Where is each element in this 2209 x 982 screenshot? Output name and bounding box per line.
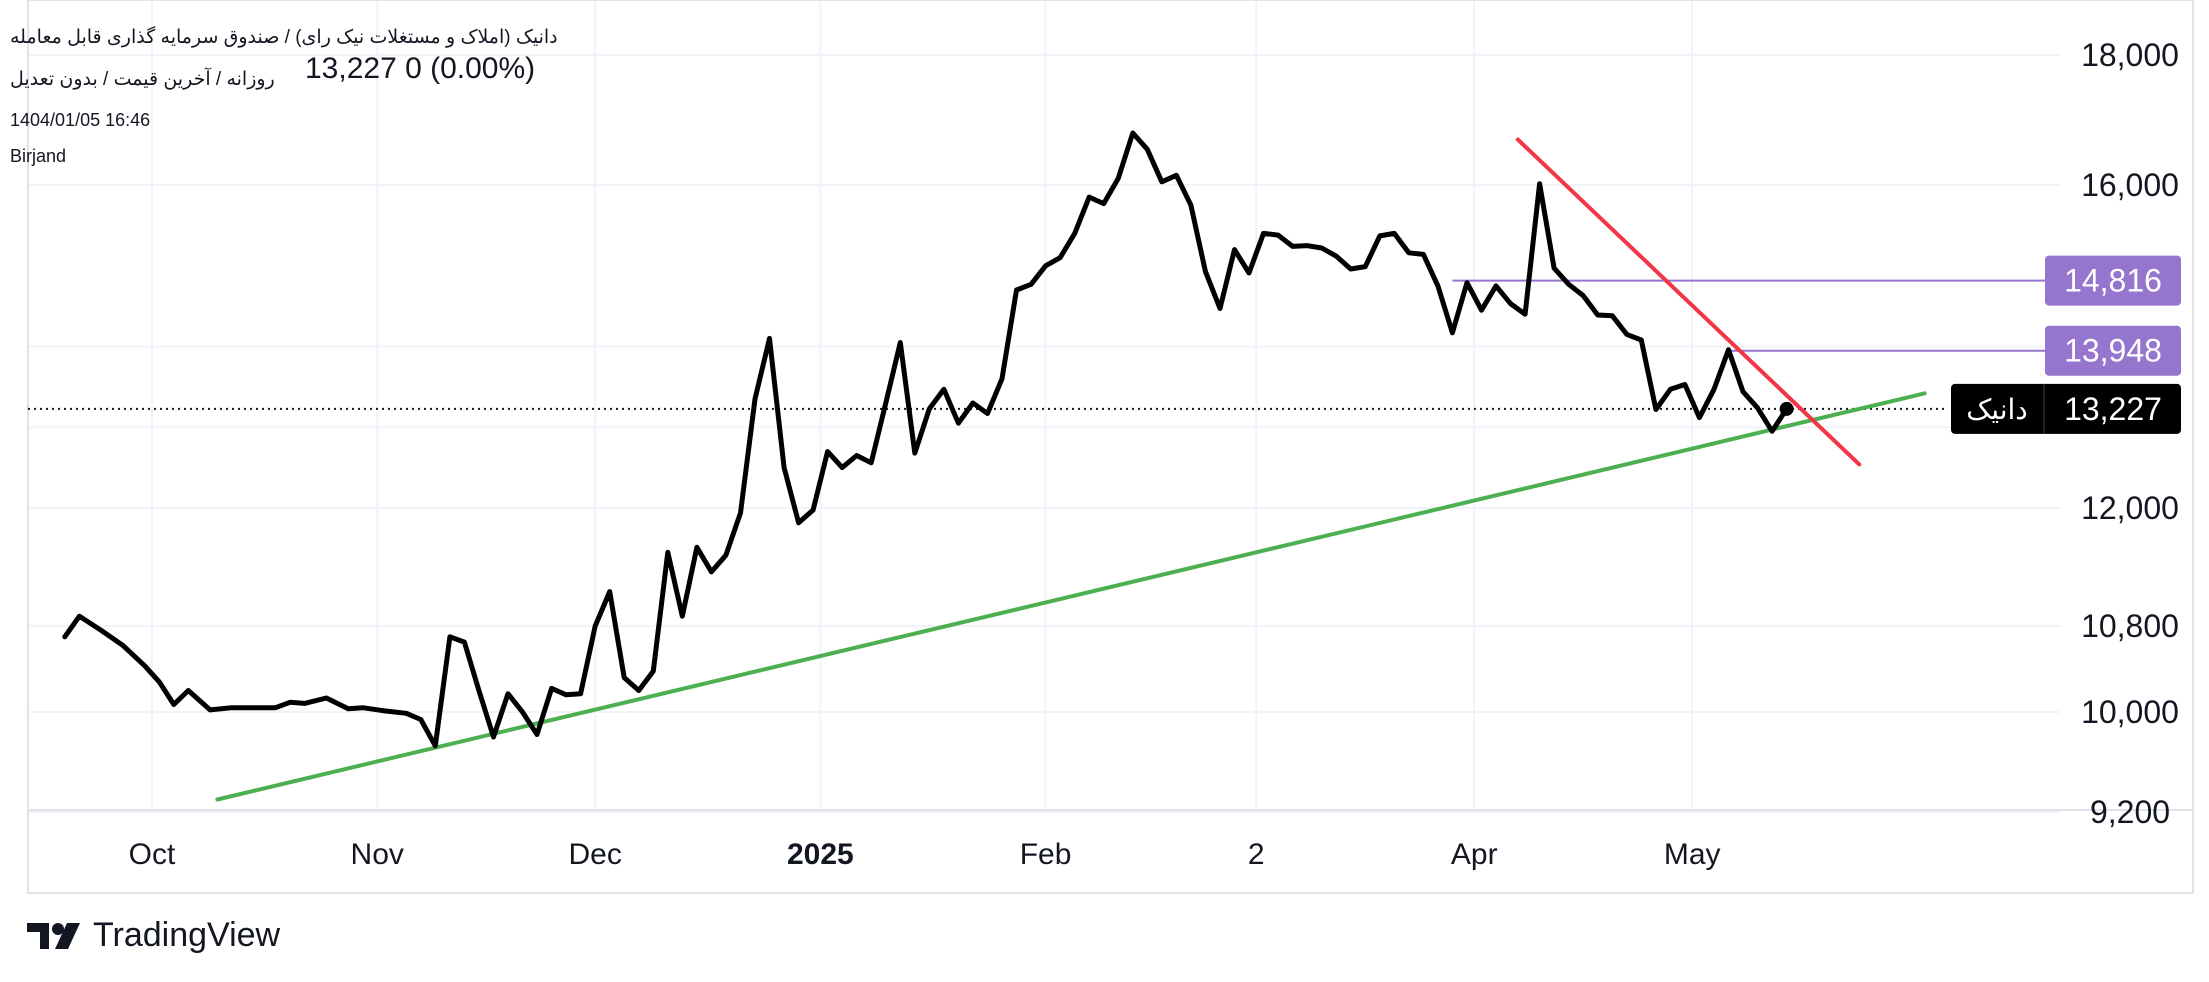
price-tick-label: 18,000: [2081, 37, 2179, 73]
price-level-label-bg: [2045, 325, 2181, 376]
chart-datetime: 1404/01/05 16:46: [10, 110, 151, 130]
price-series: [62, 130, 1794, 749]
time-tick-label: Nov: [351, 838, 404, 871]
time-tick-label: 2: [1248, 838, 1265, 871]
price-tick-label: 10,000: [2081, 694, 2179, 730]
support-trendline[interactable]: [215, 391, 1927, 802]
plot-frame: [27, 0, 2194, 894]
tradingview-brand[interactable]: TradingView: [27, 916, 280, 955]
price-tick-label: 16,000: [2081, 167, 2179, 203]
price-level-label-bg: [2045, 255, 2181, 306]
time-tick-label: Oct: [129, 838, 176, 871]
time-tick-label: Feb: [1020, 838, 1072, 871]
time-tick-label: 2025: [787, 838, 854, 871]
resistance-trendline[interactable]: [1515, 137, 1862, 467]
symbol-title: دانیک (املاک و مستغلات نیک رای) / صندوق …: [10, 27, 558, 48]
price-axis-labels: 14,816 13,948 دانیک 13,227: [1951, 255, 2181, 434]
current-price-label: 13,227: [2064, 391, 2162, 427]
tradingview-logo-icon: [27, 922, 80, 949]
time-axis: Oct Nov Dec 2025 Feb 2 Apr May: [129, 838, 1721, 871]
time-tick-label: May: [1664, 838, 1721, 871]
time-tick-label: Dec: [568, 838, 621, 871]
price-tick-label: 10,800: [2081, 608, 2179, 644]
price-tick-label: 9,200: [2090, 794, 2170, 830]
last-price-marker: [1779, 401, 1794, 416]
current-price-label-bg: [1951, 383, 2181, 434]
price-axis: 18,000 16,000 12,000 10,800 10,000 9,200: [2081, 37, 2179, 830]
chart-settings-subtitle: روزانه / آخرین قیمت / بدون تعدیل: [10, 69, 275, 90]
trendlines[interactable]: [215, 137, 1927, 802]
chart-grid: [28, 0, 2060, 813]
tradingview-brand-name: TradingView: [93, 916, 281, 954]
current-symbol-label: دانیک: [1966, 393, 2028, 426]
price-tick-label: 12,000: [2081, 490, 2179, 526]
time-tick-label: Apr: [1451, 838, 1498, 871]
price-levels: [28, 279, 2045, 410]
last-price-change: 13,227 0 (0.00%): [305, 52, 536, 85]
price-series-line: [62, 130, 1790, 749]
price-level-label: 14,816: [2064, 263, 2162, 299]
price-level-label: 13,948: [2064, 333, 2162, 369]
chart-location: Birjand: [10, 146, 67, 166]
